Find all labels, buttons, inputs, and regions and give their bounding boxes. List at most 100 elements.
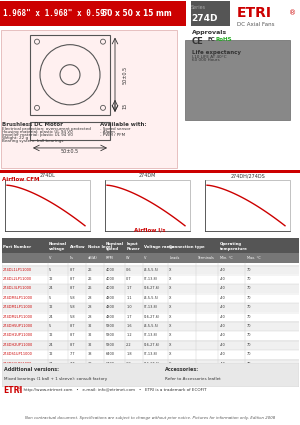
Text: 274DM5LP11000: 274DM5LP11000 (3, 296, 33, 300)
Text: 6400: 6400 (106, 352, 115, 356)
Text: 274DS2LP11000: 274DS2LP11000 (3, 362, 32, 366)
Text: 15: 15 (122, 103, 128, 109)
Bar (205, 180, 290, 231)
Text: X: X (169, 334, 172, 337)
Bar (2, 303, 298, 312)
Text: Noise level: Noise level (88, 245, 112, 249)
Text: 274DL2LP11000: 274DL2LP11000 (3, 277, 32, 281)
Text: Connection type: Connection type (169, 245, 205, 249)
Text: 8.7: 8.7 (70, 286, 75, 290)
Text: V: V (144, 256, 146, 260)
Text: Bearing system: ball bearings: Bearing system: ball bearings (2, 139, 63, 143)
Text: 70: 70 (247, 362, 251, 366)
Text: -40: -40 (220, 352, 226, 356)
Text: X: X (169, 296, 172, 300)
Bar (2, 312, 298, 321)
Text: 1.7: 1.7 (126, 286, 132, 290)
Text: 274DS1UP11000: 274DS1UP11000 (3, 352, 33, 356)
Text: ®: ® (16, 388, 21, 393)
Text: Series: Series (191, 5, 206, 10)
Text: 8.7: 8.7 (70, 324, 75, 328)
Text: Input
Power: Input Power (126, 243, 140, 251)
Text: 1.7: 1.7 (126, 314, 132, 319)
Text: 32: 32 (88, 334, 92, 337)
Bar (2, 359, 298, 368)
Text: 70: 70 (247, 296, 251, 300)
Text: 5.8: 5.8 (70, 296, 75, 300)
Bar (2, 265, 298, 275)
Text: 1.0: 1.0 (126, 305, 132, 309)
Text: 28: 28 (88, 296, 92, 300)
Text: dB(A): dB(A) (88, 256, 98, 260)
Text: 1.6: 1.6 (126, 324, 132, 328)
Text: RPM: RPM (106, 256, 113, 260)
Text: 4000: 4000 (106, 277, 115, 281)
Text: Min. °C: Min. °C (220, 256, 233, 260)
Bar (2, 275, 298, 284)
Text: 8.7: 8.7 (70, 268, 75, 272)
Text: 274D: 274D (191, 14, 217, 23)
Text: 38: 38 (88, 352, 92, 356)
Text: -40: -40 (220, 286, 226, 290)
Text: 70: 70 (247, 277, 251, 281)
Text: Brushless DC Motor: Brushless DC Motor (2, 122, 63, 127)
Text: 50 x 50 x 15 mm: 50 x 50 x 15 mm (102, 9, 172, 18)
Text: -40: -40 (220, 305, 226, 309)
Text: 60 000 Hours: 60 000 Hours (192, 58, 220, 62)
Text: 5800: 5800 (106, 324, 115, 328)
Text: Nominal
speed: Nominal speed (106, 243, 124, 251)
Bar (0, 387, 300, 403)
Text: 4800: 4800 (106, 305, 115, 309)
Bar (2, 350, 298, 359)
Text: 28: 28 (88, 305, 92, 309)
Bar (2, 331, 298, 340)
Text: FC: FC (208, 37, 216, 42)
Text: X: X (169, 324, 172, 328)
Bar (1, 30, 177, 168)
Text: Electrical protection: overcurrent protected: Electrical protection: overcurrent prote… (2, 127, 91, 131)
Text: W: W (126, 256, 130, 260)
Text: 70: 70 (247, 268, 251, 272)
Text: 0.6: 0.6 (126, 268, 132, 272)
Text: 6400: 6400 (106, 362, 115, 366)
Text: 274DM2LP11000: 274DM2LP11000 (3, 314, 33, 319)
Text: 70: 70 (247, 343, 251, 347)
Text: V: V (49, 256, 51, 260)
Text: 5: 5 (49, 268, 51, 272)
Text: 5800: 5800 (106, 343, 115, 347)
Text: 5.8: 5.8 (70, 314, 75, 319)
Text: X: X (169, 268, 172, 272)
Text: 274DH/274DS: 274DH/274DS (230, 173, 265, 178)
Text: X: X (169, 286, 172, 290)
Text: (16-27.6): (16-27.6) (144, 343, 160, 347)
Text: 7.7: 7.7 (70, 362, 75, 366)
Text: Airflow CFM: Airflow CFM (2, 177, 40, 182)
Text: 12: 12 (49, 352, 53, 356)
Text: -40: -40 (220, 268, 226, 272)
Text: RoHS: RoHS (216, 37, 232, 42)
Text: Airflow: Airflow (70, 245, 86, 249)
Text: 50±0.5: 50±0.5 (122, 66, 128, 84)
Text: ETRI: ETRI (3, 386, 22, 395)
Text: 12: 12 (49, 334, 53, 337)
Text: 24: 24 (49, 286, 53, 290)
Text: Mixed bearings (1 ball + 1 sleeve): consult factory: Mixed bearings (1 ball + 1 sleeve): cons… (4, 377, 108, 380)
Text: CE: CE (192, 37, 204, 45)
Text: - Speed sensor: - Speed sensor (100, 127, 130, 131)
Text: 4800: 4800 (106, 314, 115, 319)
Text: 70: 70 (247, 305, 251, 309)
Text: X: X (169, 314, 172, 319)
Text: 5.8: 5.8 (70, 305, 75, 309)
Text: 32: 32 (88, 324, 92, 328)
Text: 8.7: 8.7 (70, 277, 75, 281)
Text: DC Axial Fans: DC Axial Fans (237, 23, 274, 27)
Text: Housing material: plastic UL 94 V0: Housing material: plastic UL 94 V0 (2, 130, 73, 134)
Text: 26: 26 (88, 277, 92, 281)
Text: 0.7: 0.7 (126, 277, 132, 281)
FancyBboxPatch shape (0, 1, 186, 26)
Text: Refer to Accessories leaflet: Refer to Accessories leaflet (165, 377, 220, 380)
Text: ETRI: ETRI (237, 6, 272, 20)
Text: 70: 70 (247, 314, 251, 319)
Text: 24: 24 (49, 314, 53, 319)
Text: 5: 5 (49, 324, 51, 328)
